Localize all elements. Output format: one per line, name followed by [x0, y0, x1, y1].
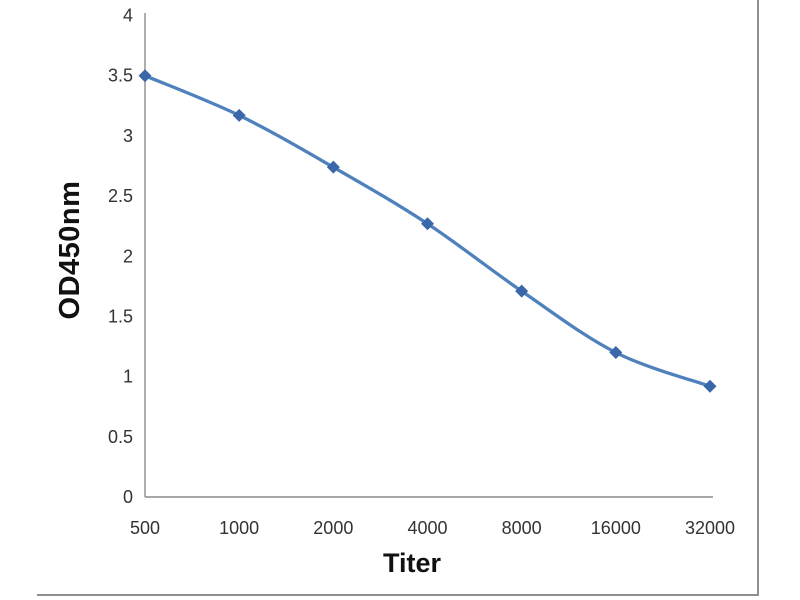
- x-tick-label: 8000: [502, 518, 542, 538]
- image-bottom-border: [37, 594, 759, 596]
- y-tick-label: 1: [123, 367, 133, 387]
- y-tick-label: 0.5: [108, 427, 133, 447]
- x-tick-label: 32000: [685, 518, 735, 538]
- series-line: [143, 74, 712, 388]
- x-tick-label: 1000: [219, 518, 259, 538]
- data-point-marker: [138, 69, 152, 83]
- y-axis-title: OD450nm: [54, 180, 86, 320]
- y-tick-label: 2.5: [108, 186, 133, 206]
- data-point-marker: [232, 108, 246, 122]
- x-tick-label: 500: [130, 518, 160, 538]
- data-point-marker: [421, 217, 434, 231]
- data-point-marker: [326, 160, 340, 174]
- x-axis-title: Titer: [382, 548, 442, 578]
- x-tick-label: 16000: [591, 518, 641, 538]
- x-tick-label: 4000: [407, 518, 447, 538]
- y-tick-label: 1.5: [108, 306, 133, 326]
- data-point-marker: [609, 346, 623, 360]
- data-point-marker: [515, 284, 529, 298]
- y-tick-label: 2: [123, 246, 133, 266]
- y-tick-label: 4: [123, 6, 133, 26]
- y-tick-label: 3.5: [108, 66, 133, 86]
- y-tick-label: 3: [123, 126, 133, 146]
- x-tick-label: 2000: [313, 518, 353, 538]
- image-right-border: [757, 0, 759, 596]
- data-point-marker: [703, 379, 717, 393]
- y-tick-label: 0: [123, 487, 133, 507]
